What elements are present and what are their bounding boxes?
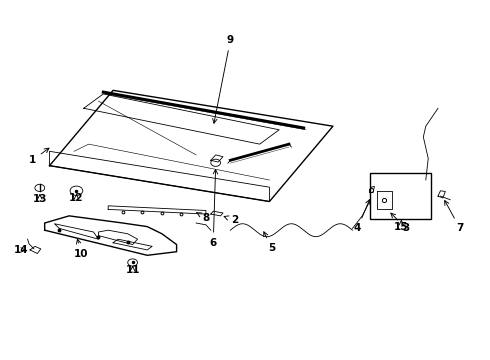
Text: 11: 11 bbox=[125, 265, 140, 275]
Bar bbox=[369, 173, 431, 220]
Text: 1: 1 bbox=[29, 148, 49, 165]
Text: 3: 3 bbox=[391, 213, 410, 233]
Text: 12: 12 bbox=[69, 193, 84, 203]
Text: 10: 10 bbox=[74, 239, 89, 258]
Text: 13: 13 bbox=[32, 194, 47, 204]
Text: 5: 5 bbox=[264, 232, 275, 253]
Text: 6: 6 bbox=[210, 170, 218, 248]
Text: 14: 14 bbox=[14, 245, 28, 255]
Text: 4: 4 bbox=[354, 200, 370, 233]
Text: 7: 7 bbox=[445, 201, 464, 233]
Text: 15: 15 bbox=[394, 220, 409, 232]
Text: 2: 2 bbox=[224, 215, 238, 225]
Text: 9: 9 bbox=[213, 35, 234, 123]
Text: 8: 8 bbox=[197, 213, 210, 222]
